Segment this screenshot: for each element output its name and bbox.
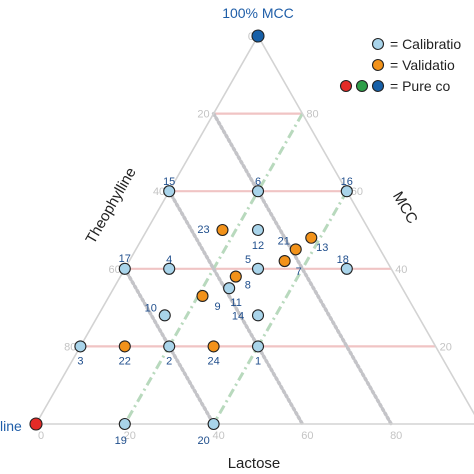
tick-left-40: 40 (153, 186, 165, 198)
point-label-6: 6 (255, 176, 261, 188)
point-11 (223, 282, 236, 295)
legend-item-pure: = Pure co (339, 78, 451, 94)
point-2 (163, 340, 176, 353)
legend: = Calibratio = Validatio = Pure co (339, 36, 461, 94)
lactose-guide-line-40 (212, 190, 349, 425)
point-17 (118, 262, 131, 275)
point-10 (158, 309, 171, 322)
legend-marker-pure-green (355, 79, 369, 93)
point-19 (118, 417, 131, 431)
point-1 (251, 340, 265, 353)
point-13 (305, 231, 318, 244)
axis-title-left: Theophylline (82, 165, 139, 247)
point-label-20: 20 (197, 435, 209, 447)
tick-labels: 0 20 40 60 80 80 60 40 20 0 20 40 60 80 (38, 31, 452, 442)
legend-label-pure: = Pure co (390, 78, 451, 94)
legend-label-validation: = Validatio (390, 57, 455, 73)
point-label-10: 10 (145, 302, 157, 314)
axis-title-bottom: Lactose (228, 455, 281, 472)
point-label-5: 5 (245, 254, 251, 266)
point-label-22: 22 (119, 355, 131, 367)
point-label-16: 16 (341, 176, 353, 188)
pure-component-theophylline (29, 417, 43, 431)
point-label-21: 21 (278, 235, 290, 247)
point-label-13: 13 (316, 242, 328, 254)
point-22 (118, 340, 131, 353)
tick-bottom-40: 40 (212, 430, 224, 442)
tick-right-20: 20 (440, 341, 452, 353)
point-24 (207, 340, 220, 353)
tick-left-60: 60 (109, 264, 121, 276)
point-label-14: 14 (232, 310, 244, 322)
point-9 (196, 289, 209, 303)
legend-marker-pure-blue (371, 79, 385, 93)
point-label-3: 3 (77, 355, 83, 367)
point-6 (251, 185, 265, 198)
tick-right-80: 80 (306, 109, 318, 121)
point-5 (251, 262, 265, 275)
legend-marker-calibration (371, 37, 385, 51)
tick-bottom-20: 20 (124, 430, 136, 442)
theophylline-guide-line-20 (211, 111, 393, 426)
point-label-12: 12 (252, 240, 264, 252)
legend-marker-pure-red (339, 79, 353, 93)
tick-left-0: 0 (248, 31, 254, 43)
point-14 (251, 309, 265, 322)
legend-marker-validation (371, 58, 385, 72)
vertex-label-left: line (0, 418, 22, 434)
legend-item-validation: = Validatio (371, 57, 455, 73)
point-3 (74, 340, 87, 353)
point-8 (229, 270, 242, 283)
point-label-2: 2 (166, 355, 172, 367)
point-20 (207, 417, 220, 431)
point-16 (340, 185, 353, 198)
point-label-7: 7 (296, 266, 302, 278)
point-4 (163, 262, 176, 275)
point-label-4: 4 (166, 254, 172, 266)
theophylline-guide-line-40 (167, 189, 305, 426)
point-18 (340, 262, 353, 275)
point-7 (278, 254, 291, 268)
point-label-8: 8 (245, 280, 251, 292)
point-21 (289, 243, 302, 256)
point-label-15: 15 (163, 176, 175, 188)
point-label-18: 18 (337, 254, 349, 266)
axis-title-right: MCC (389, 189, 421, 227)
point-15 (163, 185, 176, 198)
vertex-label-top: 100% MCC (222, 5, 294, 21)
tick-right-40: 40 (395, 264, 407, 276)
point-label-9: 9 (214, 301, 220, 313)
tick-right-60: 60 (351, 186, 363, 198)
tick-bottom-60: 60 (301, 430, 313, 442)
point-label-11: 11 (230, 297, 241, 309)
point-label-17: 17 (119, 253, 131, 265)
point-label-23: 23 (197, 224, 209, 236)
tick-bottom-0: 0 (38, 430, 44, 442)
point-label-24: 24 (207, 355, 219, 367)
point-label-19: 19 (115, 435, 127, 447)
point-23 (216, 223, 229, 237)
legend-label-calibration: = Calibratio (390, 36, 461, 52)
tick-left-20: 20 (197, 109, 209, 121)
tick-bottom-80: 80 (390, 430, 402, 442)
tick-left-80: 80 (64, 341, 76, 353)
point-12 (251, 223, 265, 237)
pure-component-mcc (251, 29, 265, 43)
point-label-1: 1 (255, 355, 261, 367)
legend-item-calibration: = Calibratio (371, 36, 461, 52)
